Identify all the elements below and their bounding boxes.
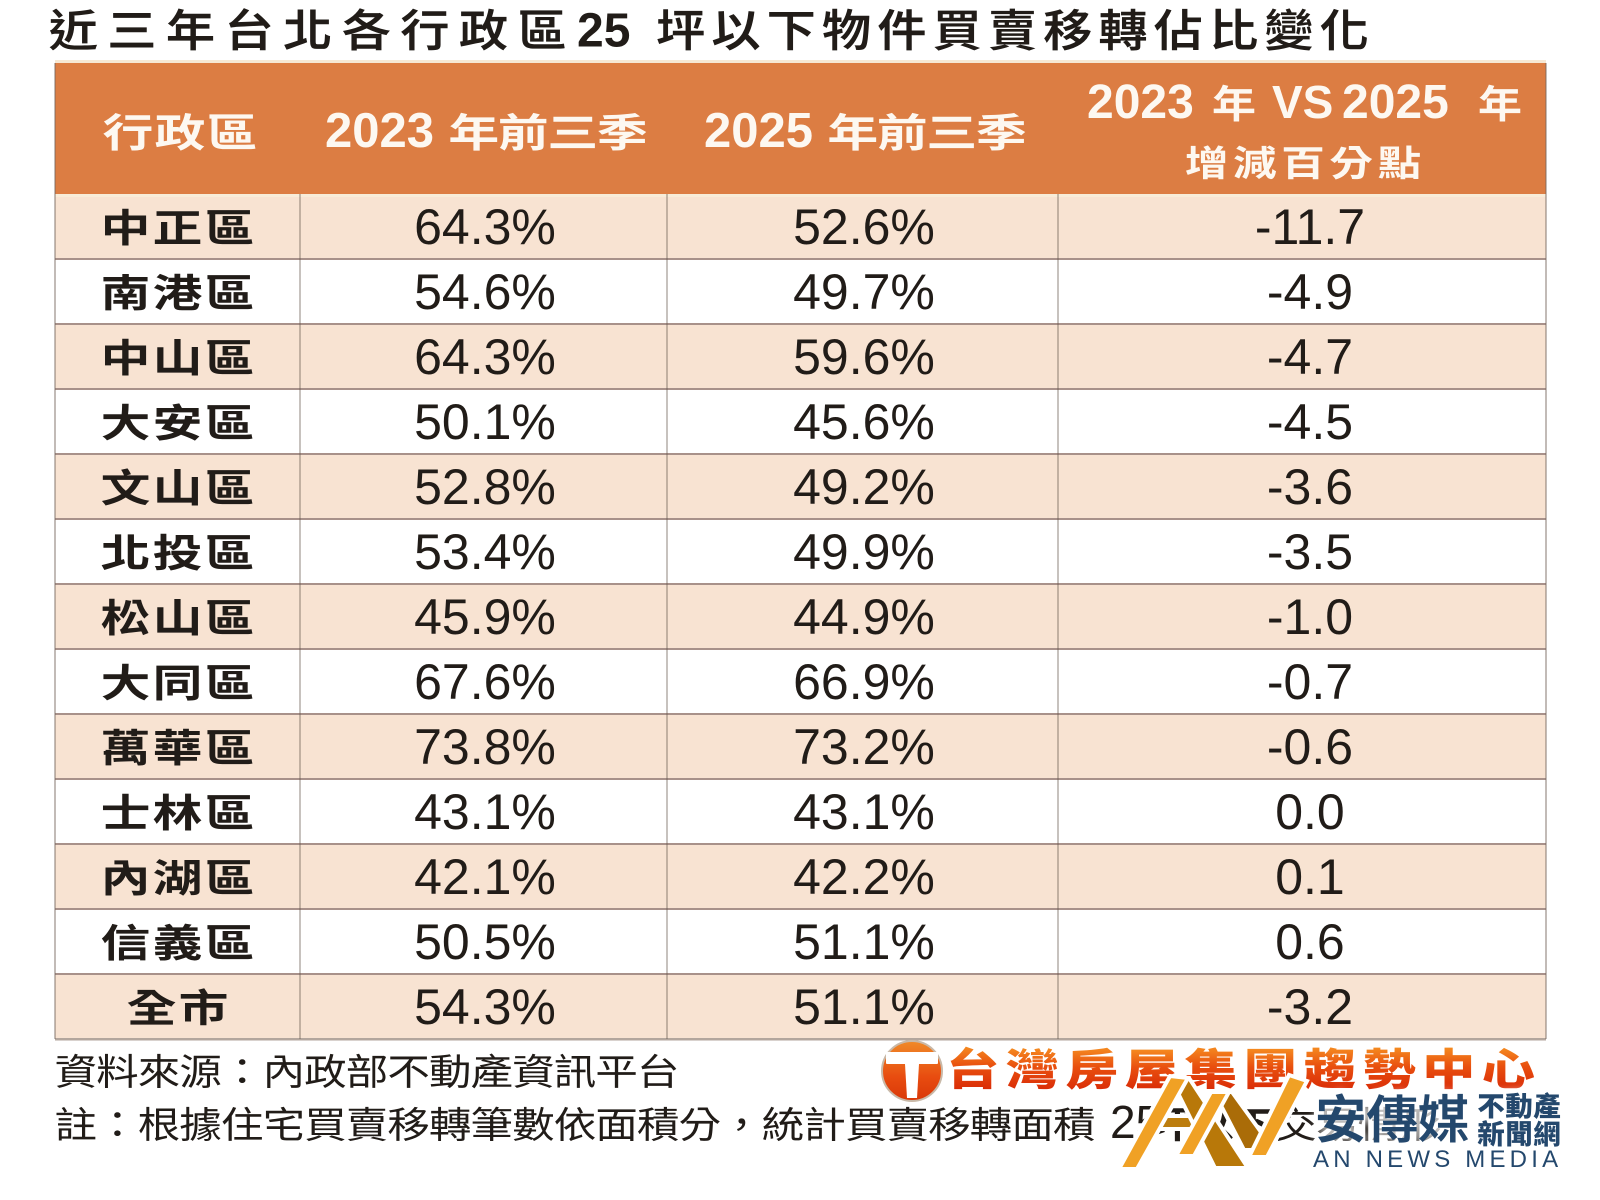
svg-text:-4.9: -4.9 bbox=[1267, 264, 1353, 320]
svg-text:-0.7: -0.7 bbox=[1267, 654, 1353, 710]
svg-text:73.2%: 73.2% bbox=[793, 719, 935, 775]
svg-text:2023: 2023 bbox=[1087, 76, 1194, 129]
svg-text:45.9%: 45.9% bbox=[414, 589, 556, 645]
svg-text:54.6%: 54.6% bbox=[414, 264, 556, 320]
svg-text:53.4%: 53.4% bbox=[414, 524, 556, 580]
svg-text:50.5%: 50.5% bbox=[414, 914, 556, 970]
svg-text:51.1%: 51.1% bbox=[793, 914, 935, 970]
svg-text:0.1: 0.1 bbox=[1275, 849, 1345, 905]
svg-text:64.3%: 64.3% bbox=[414, 199, 556, 255]
svg-text:-1.0: -1.0 bbox=[1267, 589, 1353, 645]
svg-text:0.6: 0.6 bbox=[1275, 914, 1345, 970]
svg-text:-0.6: -0.6 bbox=[1267, 719, 1353, 775]
svg-text:AN NEWS MEDIA: AN NEWS MEDIA bbox=[1313, 1146, 1562, 1173]
svg-text:49.9%: 49.9% bbox=[793, 524, 935, 580]
svg-text:52.6%: 52.6% bbox=[793, 199, 935, 255]
svg-text:54.3%: 54.3% bbox=[414, 979, 556, 1035]
svg-text:-3.2: -3.2 bbox=[1267, 979, 1353, 1035]
svg-text:-3.5: -3.5 bbox=[1267, 524, 1353, 580]
svg-text:50.1%: 50.1% bbox=[414, 394, 556, 450]
svg-text:44.9%: 44.9% bbox=[793, 589, 935, 645]
svg-text:-11.7: -11.7 bbox=[1255, 199, 1365, 255]
svg-text:0.0: 0.0 bbox=[1275, 784, 1345, 840]
svg-text:42.1%: 42.1% bbox=[414, 849, 556, 905]
svg-text:2025: 2025 bbox=[1342, 76, 1449, 129]
svg-text:49.7%: 49.7% bbox=[793, 264, 935, 320]
svg-text:64.3%: 64.3% bbox=[414, 329, 556, 385]
svg-text:43.1%: 43.1% bbox=[793, 784, 935, 840]
svg-text:2025: 2025 bbox=[704, 104, 813, 158]
svg-text:59.6%: 59.6% bbox=[793, 329, 935, 385]
svg-text:45.6%: 45.6% bbox=[793, 394, 935, 450]
svg-text:-4.7: -4.7 bbox=[1267, 329, 1353, 385]
svg-text:-3.6: -3.6 bbox=[1267, 459, 1353, 515]
svg-text:42.2%: 42.2% bbox=[793, 849, 935, 905]
svg-text:66.9%: 66.9% bbox=[793, 654, 935, 710]
svg-text:VS: VS bbox=[1272, 76, 1333, 128]
svg-text:2023: 2023 bbox=[325, 104, 434, 158]
svg-text:25: 25 bbox=[577, 5, 630, 58]
svg-text:43.1%: 43.1% bbox=[414, 784, 556, 840]
svg-text:49.2%: 49.2% bbox=[793, 459, 935, 515]
svg-text:52.8%: 52.8% bbox=[414, 459, 556, 515]
svg-text:73.8%: 73.8% bbox=[414, 719, 556, 775]
svg-text:51.1%: 51.1% bbox=[793, 979, 935, 1035]
svg-text:-4.5: -4.5 bbox=[1267, 394, 1353, 450]
svg-text:67.6%: 67.6% bbox=[414, 654, 556, 710]
